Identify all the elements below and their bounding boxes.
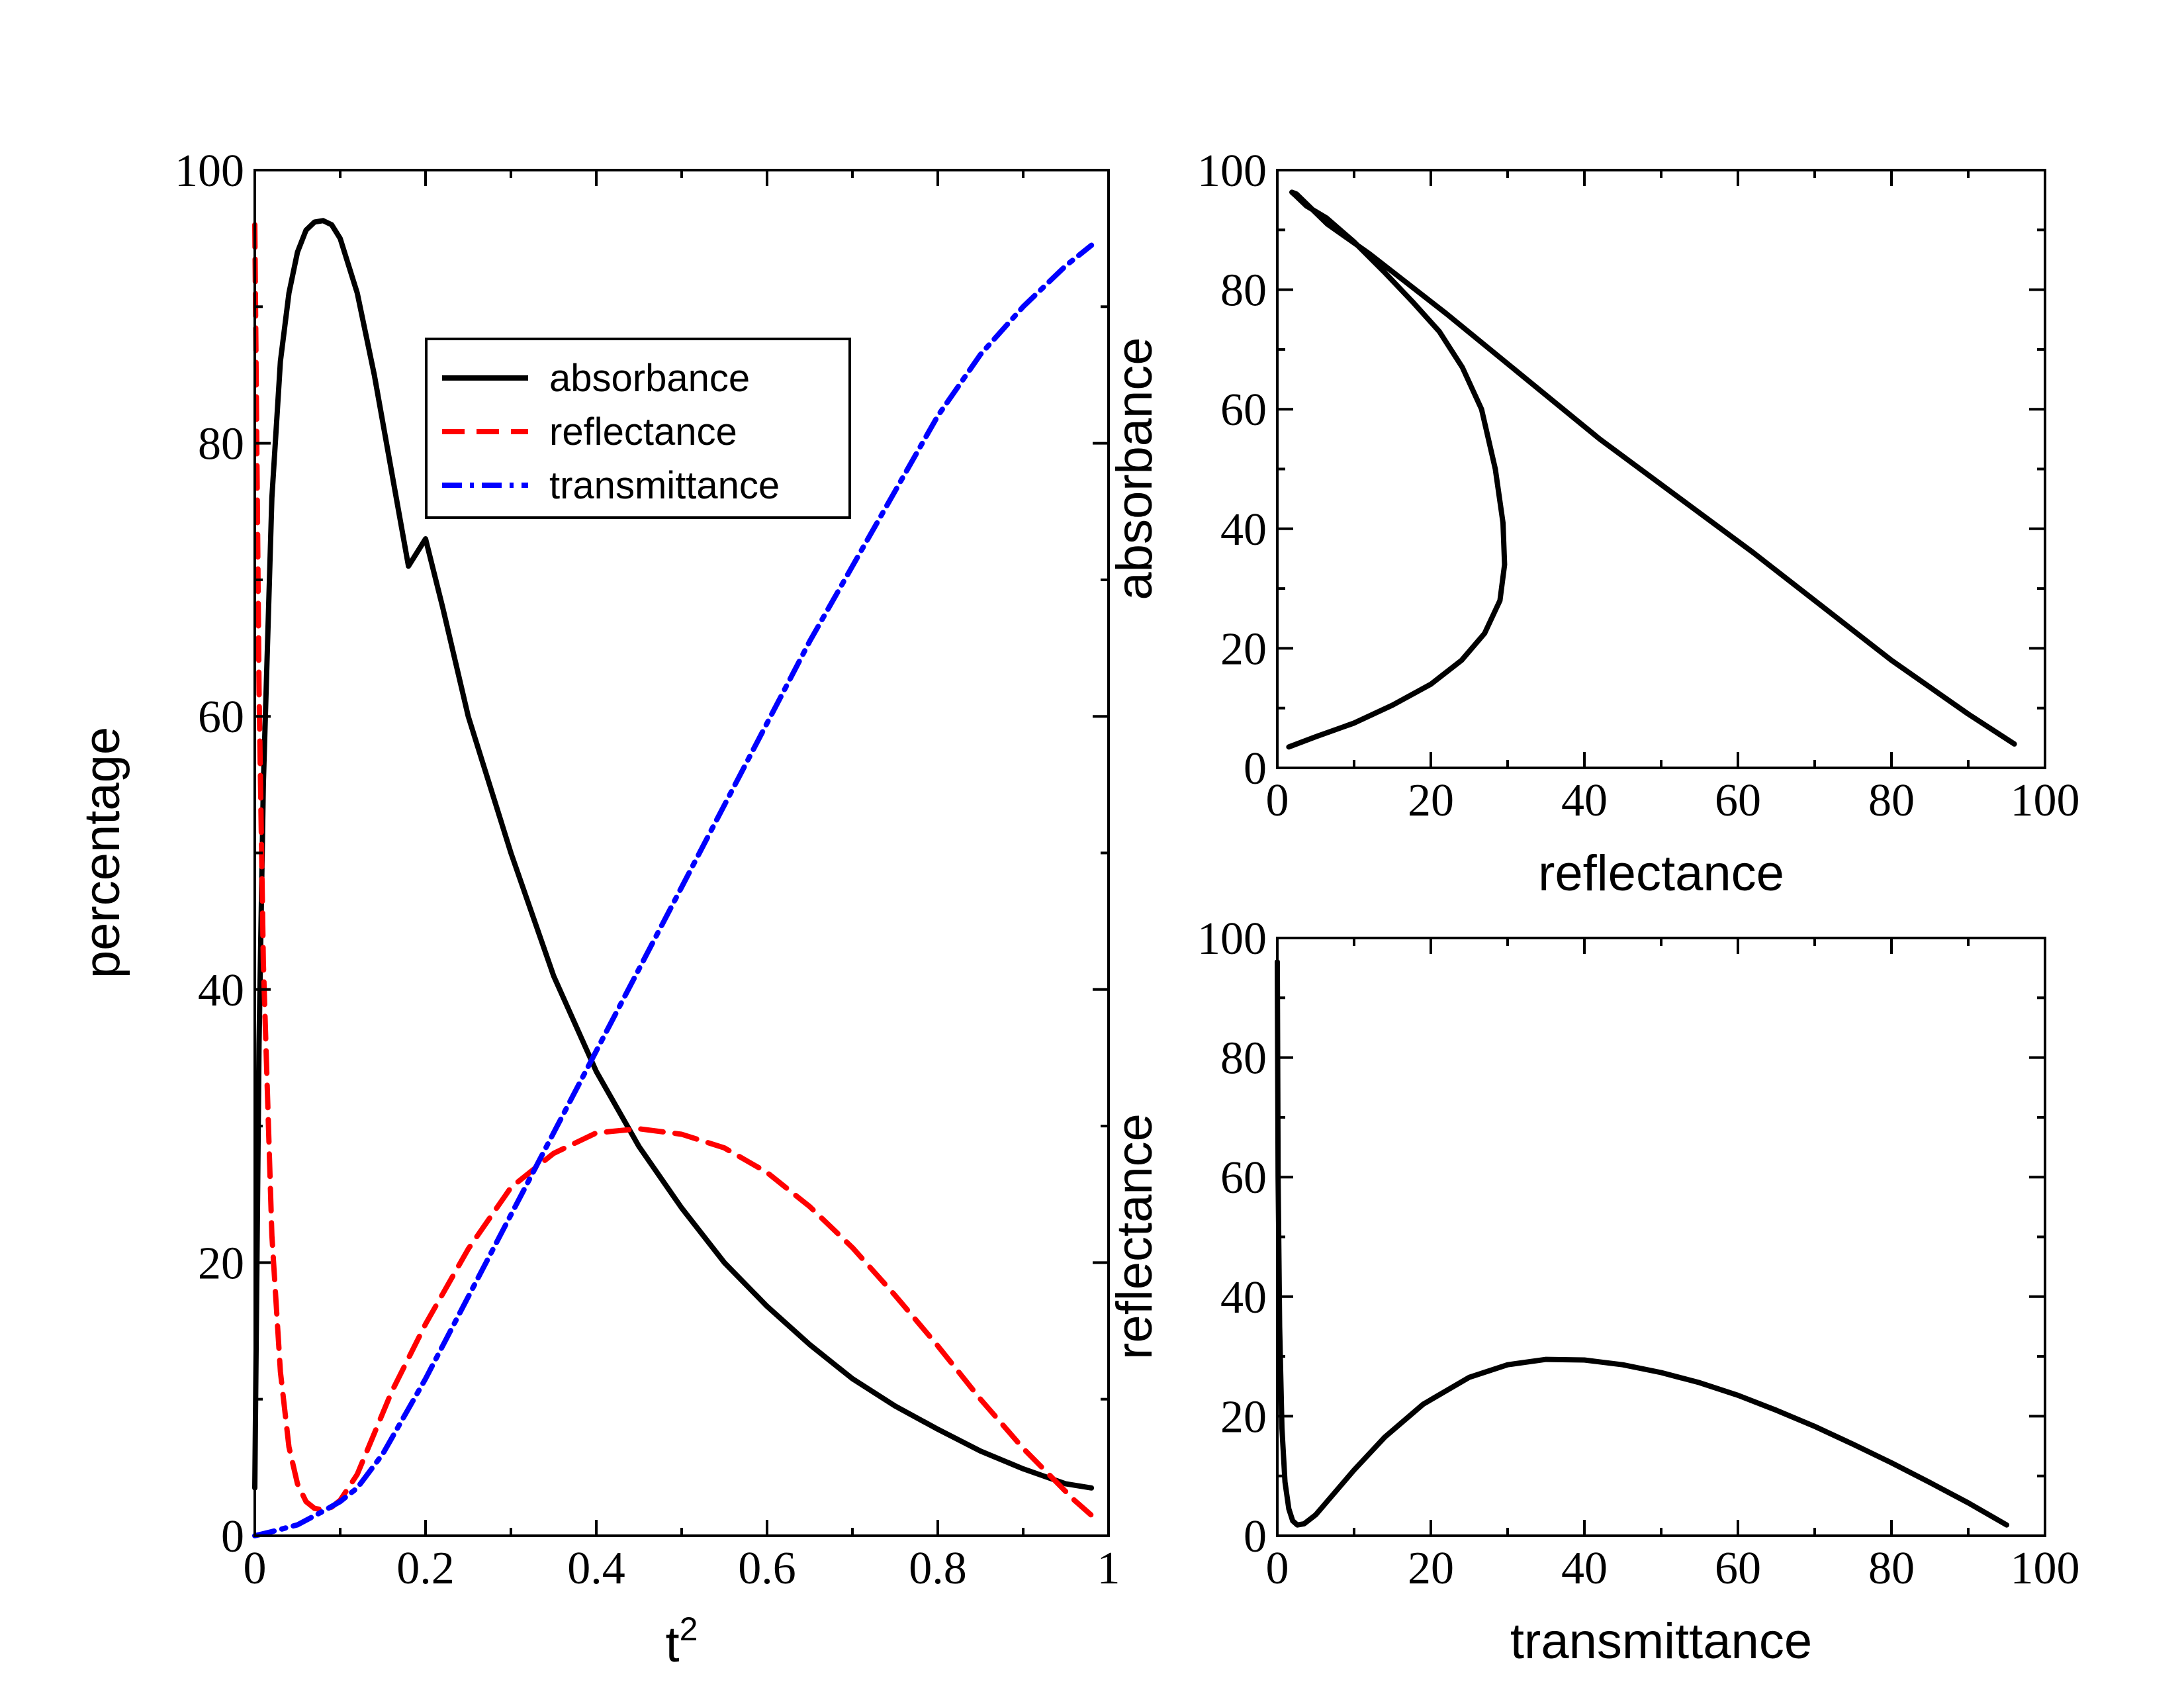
- tr-series-absorbance: [1286, 189, 2017, 750]
- main-series-reflectance: [252, 222, 1095, 1519]
- main-y-tick-label: 100: [175, 146, 244, 197]
- br-x-tick-label: 100: [2011, 1543, 2080, 1594]
- br-y-tick-label: 100: [1197, 914, 1267, 964]
- br-x-tick-label: 80: [1868, 1543, 1915, 1594]
- tr-x-tick-label: 60: [1715, 775, 1761, 826]
- br-y-tick-label: 20: [1220, 1391, 1267, 1442]
- br-x-tick-label: 60: [1715, 1543, 1761, 1594]
- chart-absorbance-vs-reflectance: 0 20 40 60 80 100 0 20 40 60 80 100 absorbance refl…: [1107, 146, 2080, 902]
- main-x-tick-label: 0.6: [738, 1543, 796, 1594]
- br-curves: [1275, 959, 2009, 1528]
- main-x-axis-title: t2: [666, 1611, 698, 1673]
- tr-plot-frame: [1276, 169, 2046, 769]
- main-ticks: [253, 169, 1110, 1537]
- tr-x-tick-label: 20: [1408, 775, 1454, 826]
- br-y-tick-label: 80: [1220, 1033, 1267, 1084]
- main-y-tick-label: 80: [198, 419, 244, 470]
- br-y-tick-label: 60: [1220, 1152, 1267, 1203]
- br-x-tick-label: 40: [1561, 1543, 1608, 1594]
- main-curves: [252, 218, 1095, 1538]
- main-x-tick-label: 0: [244, 1543, 267, 1594]
- main-y-tick-label: 20: [198, 1238, 244, 1289]
- tr-y-tick-label: 20: [1220, 624, 1267, 675]
- main-x-tick-label: 0.2: [396, 1543, 455, 1594]
- tr-y-tick-label: 0: [1244, 743, 1267, 794]
- br-plot-frame: [1276, 937, 2046, 1537]
- main-y-tick-label: 0: [221, 1511, 244, 1562]
- br-x-axis-title: transmittance: [1510, 1613, 1812, 1669]
- main-series-absorbance: [252, 218, 1095, 1491]
- legend-label-reflectance: reflectance: [549, 410, 737, 453]
- main-tick-labels: 0 0.2 0.4 0.6 0.8 1 0 20 40 60 80 100: [175, 146, 1120, 1594]
- main-x-axis-title-base: t: [666, 1617, 680, 1673]
- legend-label-transmittance: transmittance: [549, 464, 780, 507]
- br-y-tick-label: 40: [1220, 1272, 1267, 1323]
- tr-y-tick-label: 80: [1220, 265, 1267, 316]
- tr-y-tick-label: 60: [1220, 385, 1267, 436]
- chart-reflectance-vs-transmittance: 0 20 40 60 80 100 0 20 40 60 80 100 reflectance tra…: [1107, 914, 2080, 1669]
- main-x-tick-label: 0.8: [909, 1543, 967, 1594]
- br-x-tick-label: 20: [1408, 1543, 1454, 1594]
- chart-percentage-vs-t2: 0 0.2 0.4 0.6 0.8 1 0 20 40 60 80 100 percentage t2…: [74, 146, 1120, 1673]
- tr-tick-labels: 0 20 40 60 80 100 0 20 40 60 80 100: [1197, 146, 2080, 826]
- main-x-tick-label: 1: [1097, 1543, 1120, 1594]
- tr-x-tick-label: 0: [1266, 775, 1289, 826]
- br-tick-labels: 0 20 40 60 80 100 0 20 40 60 80 100: [1197, 914, 2080, 1594]
- main-y-tick-label: 40: [198, 965, 244, 1016]
- tr-y-tick-label: 100: [1197, 146, 1267, 197]
- main-y-axis-title: percentage: [74, 727, 130, 978]
- main-y-tick-label: 60: [198, 692, 244, 743]
- main-x-axis-title-sup: 2: [680, 1611, 698, 1648]
- main-x-tick-label: 0.4: [567, 1543, 625, 1594]
- tr-x-tick-label: 40: [1561, 775, 1608, 826]
- tr-x-axis-title: reflectance: [1538, 845, 1784, 902]
- legend-label-absorbance: absorbance: [549, 357, 750, 400]
- br-y-axis-title: reflectance: [1107, 1113, 1163, 1360]
- tr-x-tick-label: 80: [1868, 775, 1915, 826]
- main-series-transmittance: [252, 242, 1095, 1538]
- tr-x-tick-label: 100: [2011, 775, 2080, 826]
- br-series-reflectance: [1275, 959, 2009, 1528]
- tr-y-axis-title: absorbance: [1107, 337, 1163, 600]
- br-y-tick-label: 0: [1244, 1511, 1267, 1562]
- br-x-tick-label: 0: [1266, 1543, 1289, 1594]
- br-ticks: [1276, 937, 2046, 1537]
- tr-curves: [1286, 189, 2017, 750]
- tr-y-tick-label: 40: [1220, 504, 1267, 555]
- tr-ticks: [1276, 169, 2046, 769]
- main-legend: absorbance reflectance transmittance: [425, 338, 851, 519]
